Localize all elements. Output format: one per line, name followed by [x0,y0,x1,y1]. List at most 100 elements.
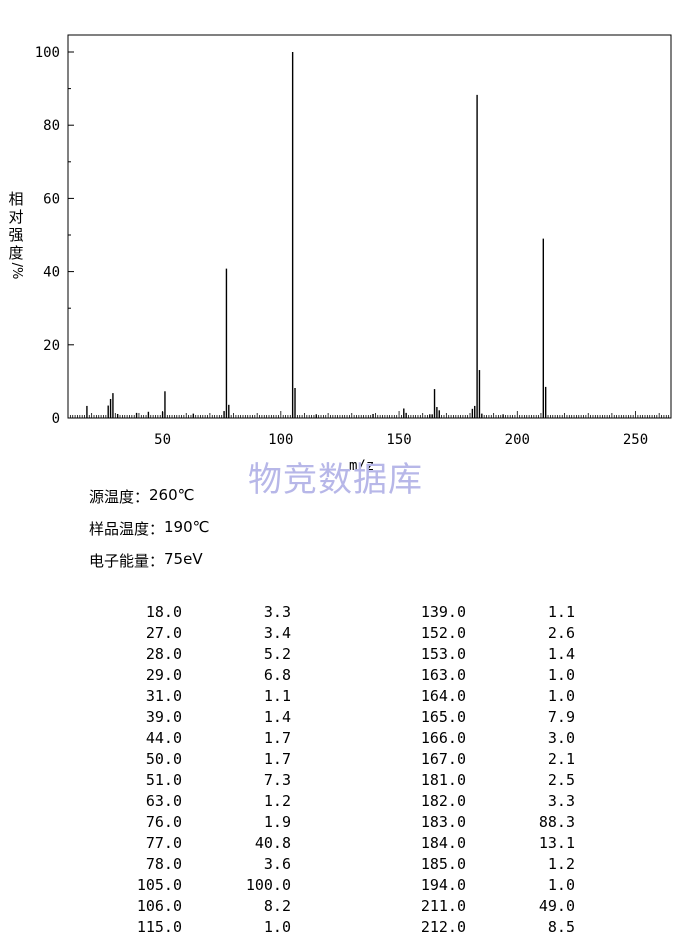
y-tick-label: 80 [43,118,60,134]
peak-abundance: 88.3 [538,812,575,831]
x-tick-label: 200 [505,432,530,448]
peak-abundance: 3.4 [263,623,291,642]
peak-row: 181.0 2.5 [394,769,575,790]
peak-mz: 18.0 [145,602,182,621]
peak-abundance: 49.0 [538,896,575,915]
peak-abundance: 1.0 [263,917,291,936]
peak-row: 51.0 7.3 [110,769,291,790]
peak-mz: 78.0 [145,854,182,873]
peak-row: 185.0 1.2 [394,853,575,874]
peak-row: 194.0 1.0 [394,874,575,895]
peak-row: 167.0 2.1 [394,748,575,769]
condition-value: 75eV [164,550,203,568]
y-tick-label: 0 [52,411,60,427]
peak-abundance: 3.3 [547,791,575,810]
condition-value: 190℃ [164,518,210,536]
peak-mz: 63.0 [145,791,182,810]
peak-abundance: 1.0 [547,875,575,894]
peak-abundance: 7.3 [263,770,291,789]
peak-row: 165.0 7.9 [394,706,575,727]
peak-row: 105.0 100.0 [110,874,291,895]
peak-abundance: 1.4 [547,644,575,663]
peak-row: 106.0 8.2 [110,895,291,916]
y-axis-label-char: 相 [8,190,24,208]
peak-row: 211.0 49.0 [394,895,575,916]
peak-mz: 152.0 [420,623,466,642]
peak-mz: 51.0 [145,770,182,789]
condition-label: 样品温度： [89,520,165,538]
y-axis: 0 20 40 60 80 100 [35,45,74,427]
peak-row: 28.0 5.2 [110,643,291,664]
peak-mz: 105.0 [136,875,182,894]
peak-abundance: 1.1 [263,686,291,705]
peak-mz: 50.0 [145,749,182,768]
peak-row: 166.0 3.0 [394,727,575,748]
peak-mz: 31.0 [145,686,182,705]
peak-abundance: 1.1 [547,602,575,621]
peak-row: 164.0 1.0 [394,685,575,706]
peak-abundance: 100.0 [245,875,291,894]
peak-abundance: 3.0 [547,728,575,747]
peak-mz: 29.0 [145,665,182,684]
peak-row: 18.0 3.3 [110,601,291,622]
condition-label: 源温度： [89,488,150,506]
peak-mz: 211.0 [420,896,466,915]
peak-table-left: 18.0 3.3 27.0 3.4 28.0 5.2 29.0 6.8 31.0 1.1 39.0 1… [110,601,291,937]
peak-abundance: 1.7 [263,728,291,747]
x-tick-label: 150 [386,432,411,448]
peak-row: 29.0 6.8 [110,664,291,685]
peak-abundance: 1.2 [263,791,291,810]
peak-mz: 164.0 [420,686,466,705]
peak-mz: 115.0 [136,917,182,936]
y-tick-label: 60 [43,191,60,207]
peak-row: 139.0 1.1 [394,601,575,622]
peak-mz: 167.0 [420,749,466,768]
condition-value: 260℃ [149,486,195,504]
y-axis-label-char: 对 [8,208,24,226]
condition-sample-temp: 样品温度： 190℃ [89,518,210,539]
x-axis-label: m/z [349,458,375,474]
peak-mz: 184.0 [420,833,466,852]
peak-abundance: 1.0 [547,665,575,684]
plot-frame [67,34,672,419]
peak-row: 153.0 1.4 [394,643,575,664]
y-tick-label: 20 [43,338,60,354]
peak-abundance: 40.8 [254,833,291,852]
peak-table-right: 139.0 1.1 152.0 2.6 153.0 1.4 163.0 1.0 164.0 1.0… [394,601,575,937]
peak-mz: 212.0 [420,917,466,936]
peak-abundance: 1.9 [263,812,291,831]
peak-row: 76.0 1.9 [110,811,291,832]
peak-abundance: 3.3 [263,602,291,621]
peak-mz: 77.0 [145,833,182,852]
peak-row: 184.0 13.1 [394,832,575,853]
peak-abundance: 1.7 [263,749,291,768]
peak-mz: 39.0 [145,707,182,726]
peak-mz: 185.0 [420,854,466,873]
peak-mz: 28.0 [145,644,182,663]
peak-mz: 106.0 [136,896,182,915]
peak-mz: 181.0 [420,770,466,789]
peak-mz: 76.0 [145,812,182,831]
condition-source-temp: 源温度： 260℃ [89,486,195,507]
peak-row: 27.0 3.4 [110,622,291,643]
peak-abundance: 6.8 [263,665,291,684]
peak-row: 115.0 1.0 [110,916,291,937]
peak-row: 212.0 8.5 [394,916,575,937]
peak-mz: 153.0 [420,644,466,663]
x-axis: 50 100 150 200 250 [69,411,670,448]
peak-abundance: 5.2 [263,644,291,663]
peak-abundance: 7.9 [547,707,575,726]
peak-mz: 165.0 [420,707,466,726]
peak-mz: 166.0 [420,728,466,747]
peak-abundance: 1.4 [263,707,291,726]
peak-row: 50.0 1.7 [110,748,291,769]
peak-abundance: 2.5 [547,770,575,789]
x-tick-label: 100 [268,432,293,448]
y-axis-label-char: 度 [8,244,24,262]
peak-mz: 182.0 [420,791,466,810]
peak-abundance: 13.1 [538,833,575,852]
y-axis-label-char: 强 [8,226,24,244]
watermark: 物竞数据库 [248,460,423,500]
peak-abundance: 2.6 [547,623,575,642]
peak-abundance: 1.0 [547,686,575,705]
